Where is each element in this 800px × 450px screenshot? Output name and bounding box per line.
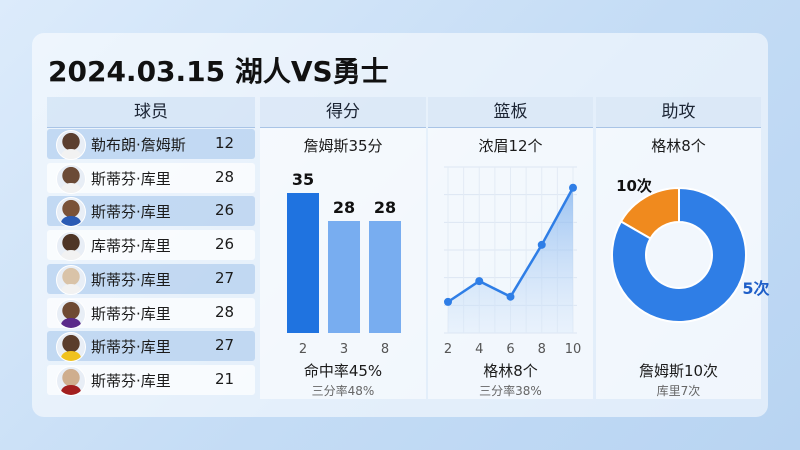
score-panel-footer-sub: 三分率48% <box>311 384 375 398</box>
bar-x-tick: 2 <box>299 342 307 357</box>
player-row: 斯蒂芬·库里 28 <box>47 162 255 194</box>
bar-x-tick: 8 <box>381 342 389 357</box>
player-value: 26 <box>215 201 235 220</box>
line-point <box>444 297 452 306</box>
line-point <box>537 240 546 249</box>
player-value: 26 <box>215 235 235 254</box>
player-name: 勒布朗·詹姆斯 <box>91 136 186 154</box>
player-row: 斯蒂芬·库里 21 <box>47 364 255 396</box>
line-x-tick: 8 <box>538 342 546 357</box>
player-row: 斯蒂芬·库里 26 <box>47 196 255 228</box>
line-point <box>506 292 515 301</box>
player-avatar <box>56 130 86 160</box>
line-x-tick: 10 <box>565 342 582 357</box>
player-name: 斯蒂芬·库里 <box>91 304 171 323</box>
player-row: 斯蒂芬·库里 28 <box>47 297 255 329</box>
assist-panel-footer-sub: 库里7次 <box>656 384 701 398</box>
player-row: 勒布朗·詹姆斯 12 <box>47 129 255 160</box>
score-panel-header: 得分 <box>260 97 426 128</box>
player-value: 28 <box>215 302 235 321</box>
score-panel-footer-main: 命中率45% <box>303 362 383 380</box>
assist-panel-subtitle: 格林8个 <box>651 137 706 155</box>
player-avatar <box>56 264 86 295</box>
score-panel: 得分 詹姆斯35分 35 2 28 3 28 8 命中率45% 三分率48% <box>260 97 426 399</box>
assist-panel: 助攻 格林8个 10次 5次 詹姆斯10次 库里7次 <box>596 97 770 399</box>
bar-data-label: 28 <box>374 198 396 217</box>
player-value: 27 <box>215 268 235 287</box>
player-row: 斯蒂芬·库里 27 <box>47 331 255 363</box>
player-avatar <box>56 163 86 194</box>
player-name: 库蒂芬·库里 <box>91 237 171 256</box>
player-name: 斯蒂芬·库里 <box>91 169 171 188</box>
rebound-panel: 篮板 浓眉12个 2 4 6 8 10 格林8个 三分率38% <box>428 97 593 399</box>
score-panel-subtitle: 詹姆斯35分 <box>303 137 383 155</box>
line-point <box>569 183 577 192</box>
player-value: 28 <box>215 167 235 186</box>
player-name: 斯蒂芬·库里 <box>91 203 171 222</box>
player-column: 球员 勒布朗·詹姆斯 12 斯蒂芬·库里 28 斯蒂芬·库里 26 库蒂芬·库里 26 斯蒂芬·… <box>47 97 255 399</box>
donut-label: 10次 <box>616 177 652 195</box>
bar-x-tick: 3 <box>340 342 348 357</box>
player-name: 斯蒂芬·库里 <box>91 371 171 390</box>
rebound-panel-subtitle: 浓眉12个 <box>478 137 543 155</box>
rebound-panel-header: 篮板 <box>428 97 593 128</box>
player-value: 12 <box>215 134 235 152</box>
rebound-line-chart: 2 4 6 8 10 <box>444 166 582 357</box>
player-avatar <box>56 231 86 262</box>
bar-3 <box>328 221 360 333</box>
line-x-tick: 6 <box>506 342 514 357</box>
player-value: 21 <box>215 369 235 388</box>
line-x-tick: 2 <box>444 342 452 357</box>
player-avatar <box>56 365 86 396</box>
donut-slice <box>611 186 747 323</box>
player-avatar <box>56 332 86 363</box>
player-row: 库蒂芬·库里 26 <box>47 230 255 262</box>
player-column-header: 球员 <box>47 97 255 128</box>
area-fill <box>448 187 573 333</box>
assist-panel-footer-main: 詹姆斯10次 <box>638 362 719 380</box>
player-row: 斯蒂芬·库里 27 <box>47 263 255 295</box>
bar-8 <box>369 221 401 333</box>
bar-data-label: 35 <box>292 170 314 189</box>
assist-donut-chart: 10次 5次 <box>611 177 770 323</box>
rebound-panel-footer-main: 格林8个 <box>483 362 538 380</box>
line-point <box>475 277 484 286</box>
bar-2 <box>287 193 319 333</box>
donut-label: 5次 <box>742 279 769 298</box>
bar-data-label: 28 <box>333 198 355 217</box>
page-title: 2024.03.15 湖人VS勇士 <box>48 55 389 88</box>
assist-panel-header: 助攻 <box>596 97 761 128</box>
player-avatar <box>56 197 86 228</box>
score-bar-chart: 35 2 28 3 28 8 <box>287 170 401 357</box>
rebound-panel-footer-sub: 三分率38% <box>479 384 542 398</box>
player-value: 27 <box>215 336 235 355</box>
line-x-tick: 4 <box>475 342 483 357</box>
player-name: 斯蒂芬·库里 <box>91 270 171 289</box>
player-name: 斯蒂芬·库里 <box>91 338 171 357</box>
player-avatar <box>56 298 86 329</box>
